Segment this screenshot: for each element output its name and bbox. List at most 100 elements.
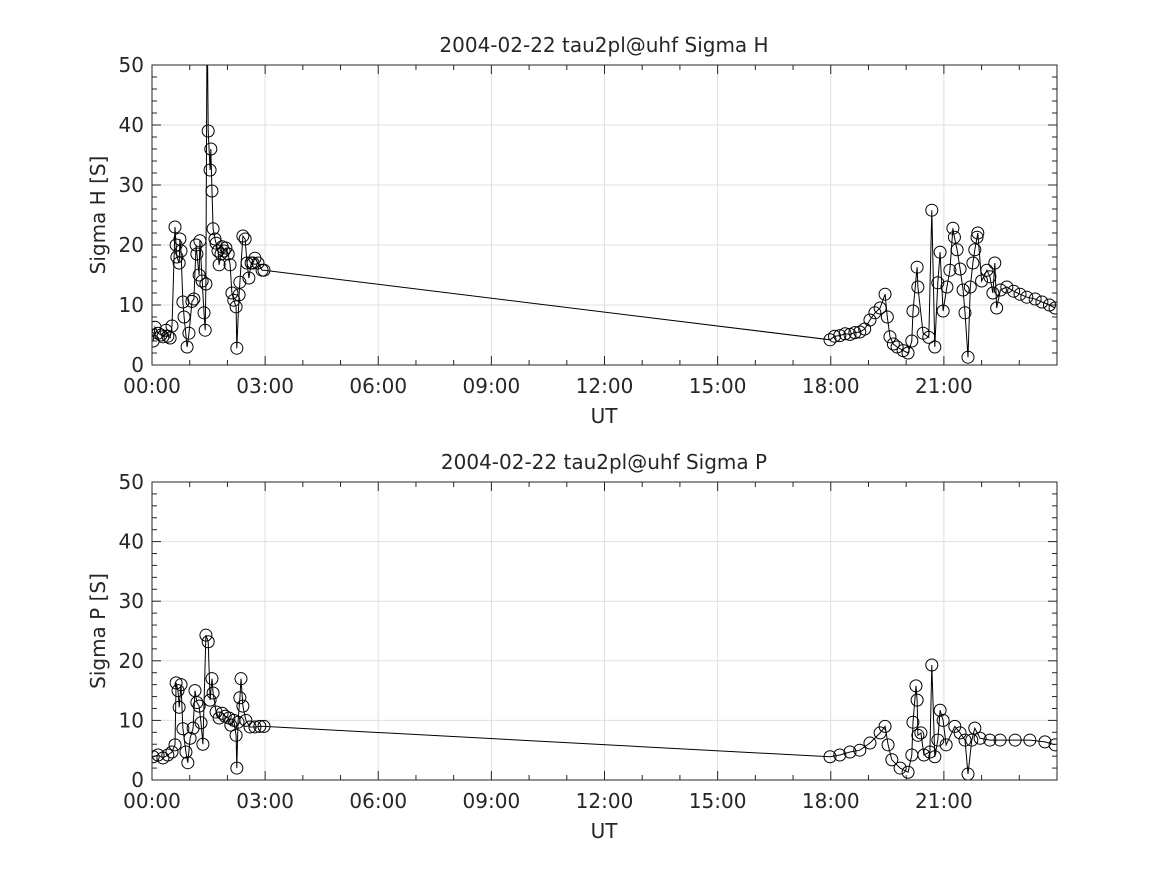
y-tick-label: 40 [119, 113, 144, 137]
data-point [201, 124, 215, 138]
data-point [230, 761, 244, 775]
data-point [233, 691, 247, 705]
data-point [194, 716, 208, 730]
data-point [206, 686, 220, 700]
data-point [229, 728, 243, 742]
x-tick-label: 18:00 [802, 789, 860, 813]
data-point [236, 229, 250, 243]
sigma-h-plot: 2004-02-22 tau2pl@uhf Sigma H UT Sigma H… [86, 0, 1058, 428]
data-point [925, 203, 939, 217]
y-axis-label: Sigma P [S] [86, 573, 110, 689]
sigma-p-plot: 2004-02-22 tau2pl@uhf Sigma P UT Sigma P… [86, 450, 1058, 843]
data-point [197, 306, 211, 320]
data-point [168, 220, 182, 234]
data-point [172, 700, 186, 714]
chart-title: 2004-02-22 tau2pl@uhf Sigma P [441, 450, 767, 474]
data-point [203, 163, 217, 177]
data-point [963, 280, 977, 294]
data-point [901, 346, 915, 360]
x-tick-label: 03:00 [236, 789, 294, 813]
data-point [928, 340, 942, 354]
data-point [823, 750, 837, 764]
y-tick-label: 50 [119, 470, 144, 494]
x-tick-label: 12:00 [576, 374, 634, 398]
data-point [154, 328, 168, 342]
y-tick-label: 10 [119, 293, 144, 317]
y-tick-label: 20 [119, 649, 144, 673]
data-point [192, 268, 206, 282]
data-point [961, 767, 975, 780]
data-point [193, 234, 207, 248]
x-tick-label: 00:00 [123, 374, 181, 398]
data-point [968, 721, 982, 735]
x-tick-label: 12:00 [576, 789, 634, 813]
data-point [231, 715, 245, 729]
data-point [257, 263, 271, 277]
data-point [853, 743, 867, 757]
data-point [199, 277, 213, 291]
series-line [152, 65, 1056, 358]
data-point [168, 738, 182, 752]
data-point [211, 244, 225, 258]
chart-title: 2004-02-22 tau2pl@uhf Sigma H [439, 33, 768, 57]
data-point [863, 313, 877, 327]
data-point [1008, 733, 1022, 747]
data-point [227, 293, 241, 307]
x-tick-label: 09:00 [463, 374, 521, 398]
x-axis-label: UT [591, 404, 619, 428]
data-point [205, 184, 219, 198]
data-point [240, 256, 254, 270]
y-tick-label: 0 [131, 768, 144, 792]
data-point [883, 330, 897, 344]
data-point [881, 738, 895, 752]
data-point [225, 286, 239, 300]
data-point [973, 731, 987, 745]
data-point [179, 745, 193, 759]
data-point [838, 327, 852, 341]
data-point [923, 745, 937, 759]
data-point [177, 310, 191, 324]
data-point [911, 728, 925, 742]
data-point [925, 658, 939, 672]
data-point [1038, 735, 1052, 749]
data-point [243, 720, 257, 734]
y-tick-label: 50 [119, 53, 144, 77]
y-tick-label: 0 [131, 353, 144, 377]
data-point [886, 337, 900, 351]
data-point [248, 720, 262, 734]
data-point [933, 703, 947, 717]
x-tick-label: 15:00 [689, 374, 747, 398]
data-point [953, 262, 967, 276]
data-point [980, 263, 994, 277]
data-point [1020, 290, 1034, 304]
data-point [176, 722, 190, 736]
data-point [205, 672, 219, 686]
data-series [152, 0, 1057, 364]
data-point [229, 300, 243, 314]
data-point [833, 329, 847, 343]
data-point [198, 323, 212, 337]
y-tick-label: 20 [119, 233, 144, 257]
x-tick-label: 06:00 [349, 789, 407, 813]
data-point [242, 271, 256, 285]
data-point [190, 696, 204, 710]
data-point [1013, 287, 1027, 301]
x-tick-label: 21:00 [915, 789, 973, 813]
data-point [185, 294, 199, 308]
data-point [223, 258, 237, 272]
data-point [1028, 292, 1042, 306]
data-point [953, 726, 967, 740]
data-point [206, 222, 220, 236]
data-point [201, 0, 213, 11]
data-point [253, 719, 267, 733]
data-point [947, 230, 961, 244]
x-tick-label: 15:00 [689, 789, 747, 813]
x-tick-label: 18:00 [802, 374, 860, 398]
data-point [933, 245, 947, 259]
data-point [239, 713, 253, 727]
data-point [843, 745, 857, 759]
data-point [950, 243, 964, 257]
data-point [958, 733, 972, 747]
data-point [215, 706, 229, 720]
